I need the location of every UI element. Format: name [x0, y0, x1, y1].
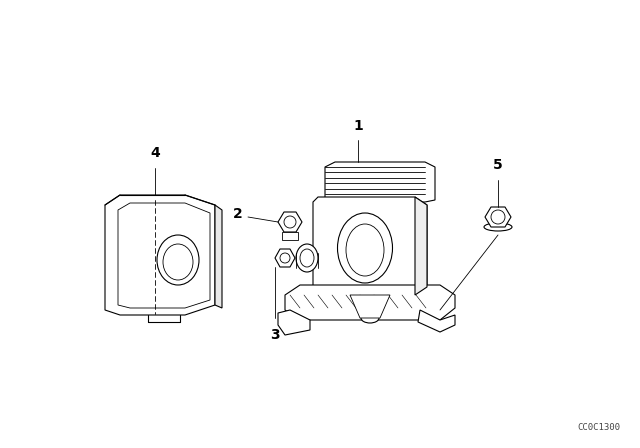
Ellipse shape — [361, 313, 379, 323]
Polygon shape — [118, 203, 210, 308]
Circle shape — [280, 253, 290, 263]
Text: 1: 1 — [353, 119, 363, 133]
Text: 4: 4 — [150, 146, 160, 160]
Bar — [282, 232, 298, 240]
Ellipse shape — [163, 244, 193, 280]
Polygon shape — [485, 207, 511, 227]
Polygon shape — [105, 195, 215, 315]
Polygon shape — [415, 197, 427, 295]
Text: 2: 2 — [233, 207, 243, 221]
Polygon shape — [325, 162, 435, 202]
Ellipse shape — [300, 249, 314, 267]
Polygon shape — [285, 285, 455, 320]
Circle shape — [284, 216, 296, 228]
Text: CC0C1300: CC0C1300 — [577, 423, 620, 432]
Polygon shape — [418, 310, 455, 332]
Ellipse shape — [337, 213, 392, 283]
Polygon shape — [278, 212, 302, 232]
Circle shape — [491, 210, 505, 224]
Ellipse shape — [346, 224, 384, 276]
Polygon shape — [275, 249, 295, 267]
Ellipse shape — [296, 244, 318, 272]
Ellipse shape — [484, 223, 512, 231]
Polygon shape — [350, 295, 390, 318]
Polygon shape — [215, 205, 222, 308]
Ellipse shape — [157, 235, 199, 285]
Text: 5: 5 — [493, 158, 503, 172]
Text: 3: 3 — [270, 328, 280, 342]
Polygon shape — [278, 310, 310, 335]
Polygon shape — [313, 197, 427, 295]
